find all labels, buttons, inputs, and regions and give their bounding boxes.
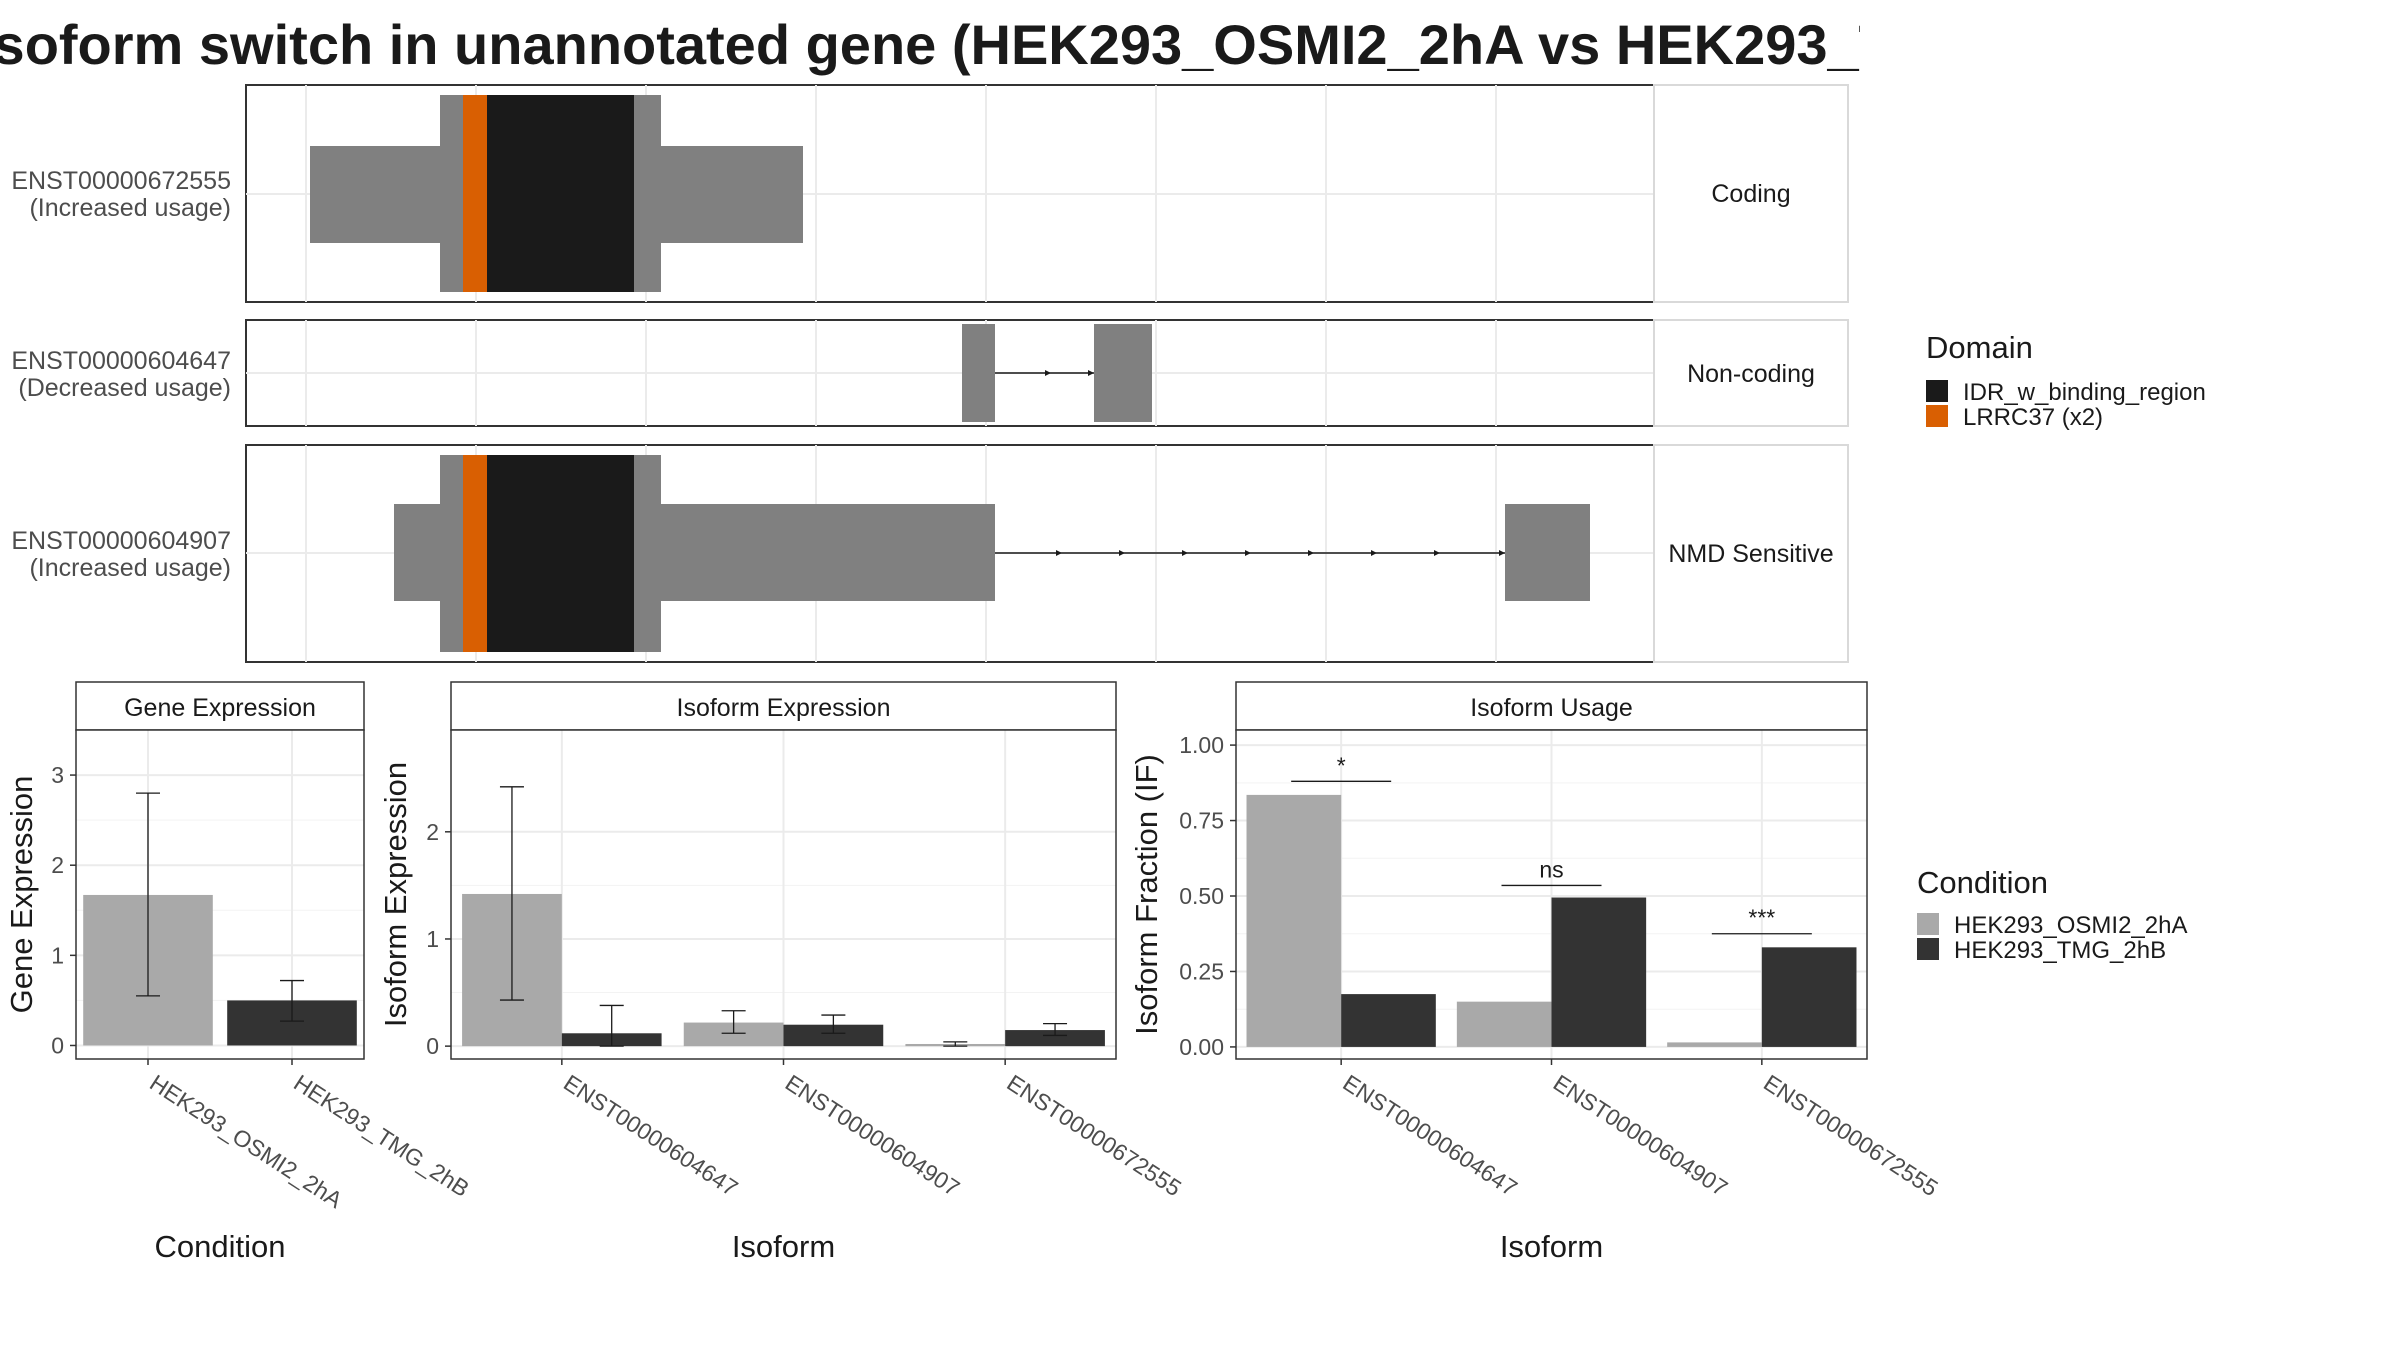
y-tick-label: 1 [51,942,64,968]
domain-legend-title: Domain [1926,330,2033,365]
bar [683,1022,784,1047]
domain-idr [487,455,634,652]
intron-arrow [1045,370,1051,376]
bar-charts: Gene Expression0123HEK293_OSMI2_2hAHEK29… [4,681,1943,1264]
transcript-id-3: ENST00000604907 [11,527,231,555]
x-tick-label: ENST00000604907 [781,1069,965,1201]
intron-arrows [1056,550,1505,556]
legend-label-tmg: HEK293_TMG_2hB [1954,937,2166,964]
legend-label-idr: IDR_w_binding_region [1963,379,2206,406]
y-tick-label: 2 [51,852,64,878]
transcript-panel-2: Non-coding ENST00000604647 (Decreased us… [11,319,1849,427]
transcript-panel-3: NMD Sensitive ENST00000604907 (Increased… [11,444,1849,663]
transcript-id-1: ENST00000672555 [11,167,231,195]
significance-label: ns [1539,856,1563,882]
y-tick-label: 0.75 [1179,808,1224,834]
strip [1235,681,1868,731]
x-axis-title: Condition [155,1229,286,1264]
significance-label: * [1337,752,1346,778]
condition-legend: Condition HEK293_OSMI2_2hA HEK293_TMG_2h… [1917,865,2187,964]
legend-swatch-lrrc37 [1926,405,1948,427]
bar [1246,794,1342,1047]
y-tick-label: 0.00 [1179,1034,1224,1060]
bar [1341,994,1436,1047]
domain-lrrc37 [463,95,487,292]
bar [1005,1030,1105,1047]
legend-swatch-tmg [1917,938,1939,960]
y-tick-label: 1.00 [1179,732,1224,758]
transcript-usage-1: (Increased usage) [29,194,231,222]
strip [450,681,1117,731]
page-title: Isoform switch in unannotated gene (HEK2… [0,0,1860,90]
chart-panel-3: Isoform Usage * ns *** 0.00 0.25 0.50 0.75 1.00 E… [1129,681,1943,1264]
bar [1761,947,1857,1047]
x-tick-label: ENST00000672555 [1759,1069,1943,1201]
bar [1456,1001,1552,1047]
y-tick-label: 3 [51,762,64,788]
x-tick-label: ENST00000604907 [1549,1069,1733,1201]
chart-title: Gene Expression [124,694,316,722]
transcript-category-2: Non-coding [1687,360,1815,388]
transcript-usage-2: (Decreased usage) [18,374,231,402]
y-tick-label: 0.25 [1179,958,1224,984]
transcript-category-1: Coding [1711,180,1790,208]
x-tick-label: ENST00000604647 [1338,1069,1522,1201]
legend-swatch-idr [1926,380,1948,402]
y-tick-label: 1 [426,926,439,952]
y-tick-label: 0 [426,1033,439,1059]
intron-arrow [1088,370,1094,376]
domain-lrrc37 [463,455,487,652]
legend-label-osmi2: HEK293_OSMI2_2hA [1954,912,2187,939]
domain-legend: Domain IDR_w_binding_region LRRC37 (x2) [1926,330,2206,431]
y-tick-label: 2 [426,819,439,845]
x-axis-title: Isoform [1500,1229,1603,1264]
y-axis-title: Gene Expression [4,776,39,1014]
chart-panel-2: Isoform Expression 0 1 2 ENST00000604647 ENST… [378,681,1186,1264]
y-axis-title: Isoform Expression [378,762,413,1027]
transcript-panel-1: Coding ENST00000672555 (Increased usage) [11,84,1849,303]
page-title-text: Isoform switch in unannotated gene (HEK2… [0,13,1860,76]
x-axis-title: Isoform [732,1229,835,1264]
y-tick-label: 0 [51,1032,64,1058]
chart-title: Isoform Usage [1470,694,1633,722]
significance-label: *** [1748,905,1775,931]
domain-idr [487,95,634,292]
y-tick-label: 0.50 [1179,883,1224,909]
y-axis-title: Isoform Fraction (IF) [1129,754,1164,1035]
bar [783,1024,884,1047]
transcript-usage-3: (Increased usage) [29,554,231,582]
chart-title: Isoform Expression [677,694,891,722]
x-tick-label: ENST00000672555 [1002,1069,1186,1201]
x-tick-label: ENST00000604647 [559,1069,743,1201]
panel-border [75,729,365,1060]
condition-legend-title: Condition [1917,865,2048,900]
transcript-category-3: NMD Sensitive [1668,540,1833,568]
exon [1094,324,1152,422]
legend-swatch-osmi2 [1917,913,1939,935]
exon [962,324,995,422]
bar [1551,897,1647,1047]
exon [1505,504,1590,601]
legend-label-lrrc37: LRRC37 (x2) [1963,404,2103,431]
bar [1667,1042,1762,1047]
transcript-id-2: ENST00000604647 [11,347,231,375]
